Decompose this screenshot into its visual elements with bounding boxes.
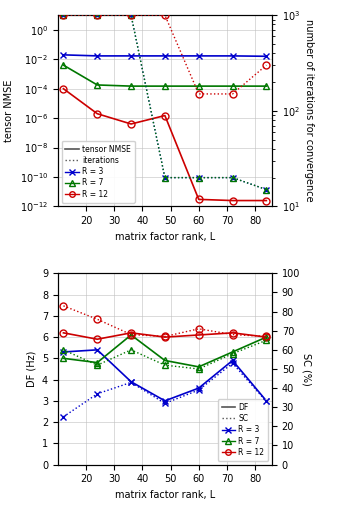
Legend: tensor NMSE, iterations, R = 3, R = 7, R = 12: tensor NMSE, iterations, R = 3, R = 7, R… (62, 141, 135, 203)
X-axis label: matrix factor rank, L: matrix factor rank, L (115, 490, 215, 500)
Y-axis label: number of iterations for convergence: number of iterations for convergence (304, 20, 314, 202)
Y-axis label: tensor NMSE: tensor NMSE (4, 80, 14, 142)
X-axis label: matrix factor rank, L: matrix factor rank, L (115, 232, 215, 242)
Y-axis label: DF (Hz): DF (Hz) (26, 351, 36, 387)
Legend: DF, SC, R = 3, R = 7, R = 12: DF, SC, R = 3, R = 7, R = 12 (218, 399, 268, 461)
Y-axis label: SC (%): SC (%) (301, 352, 311, 385)
